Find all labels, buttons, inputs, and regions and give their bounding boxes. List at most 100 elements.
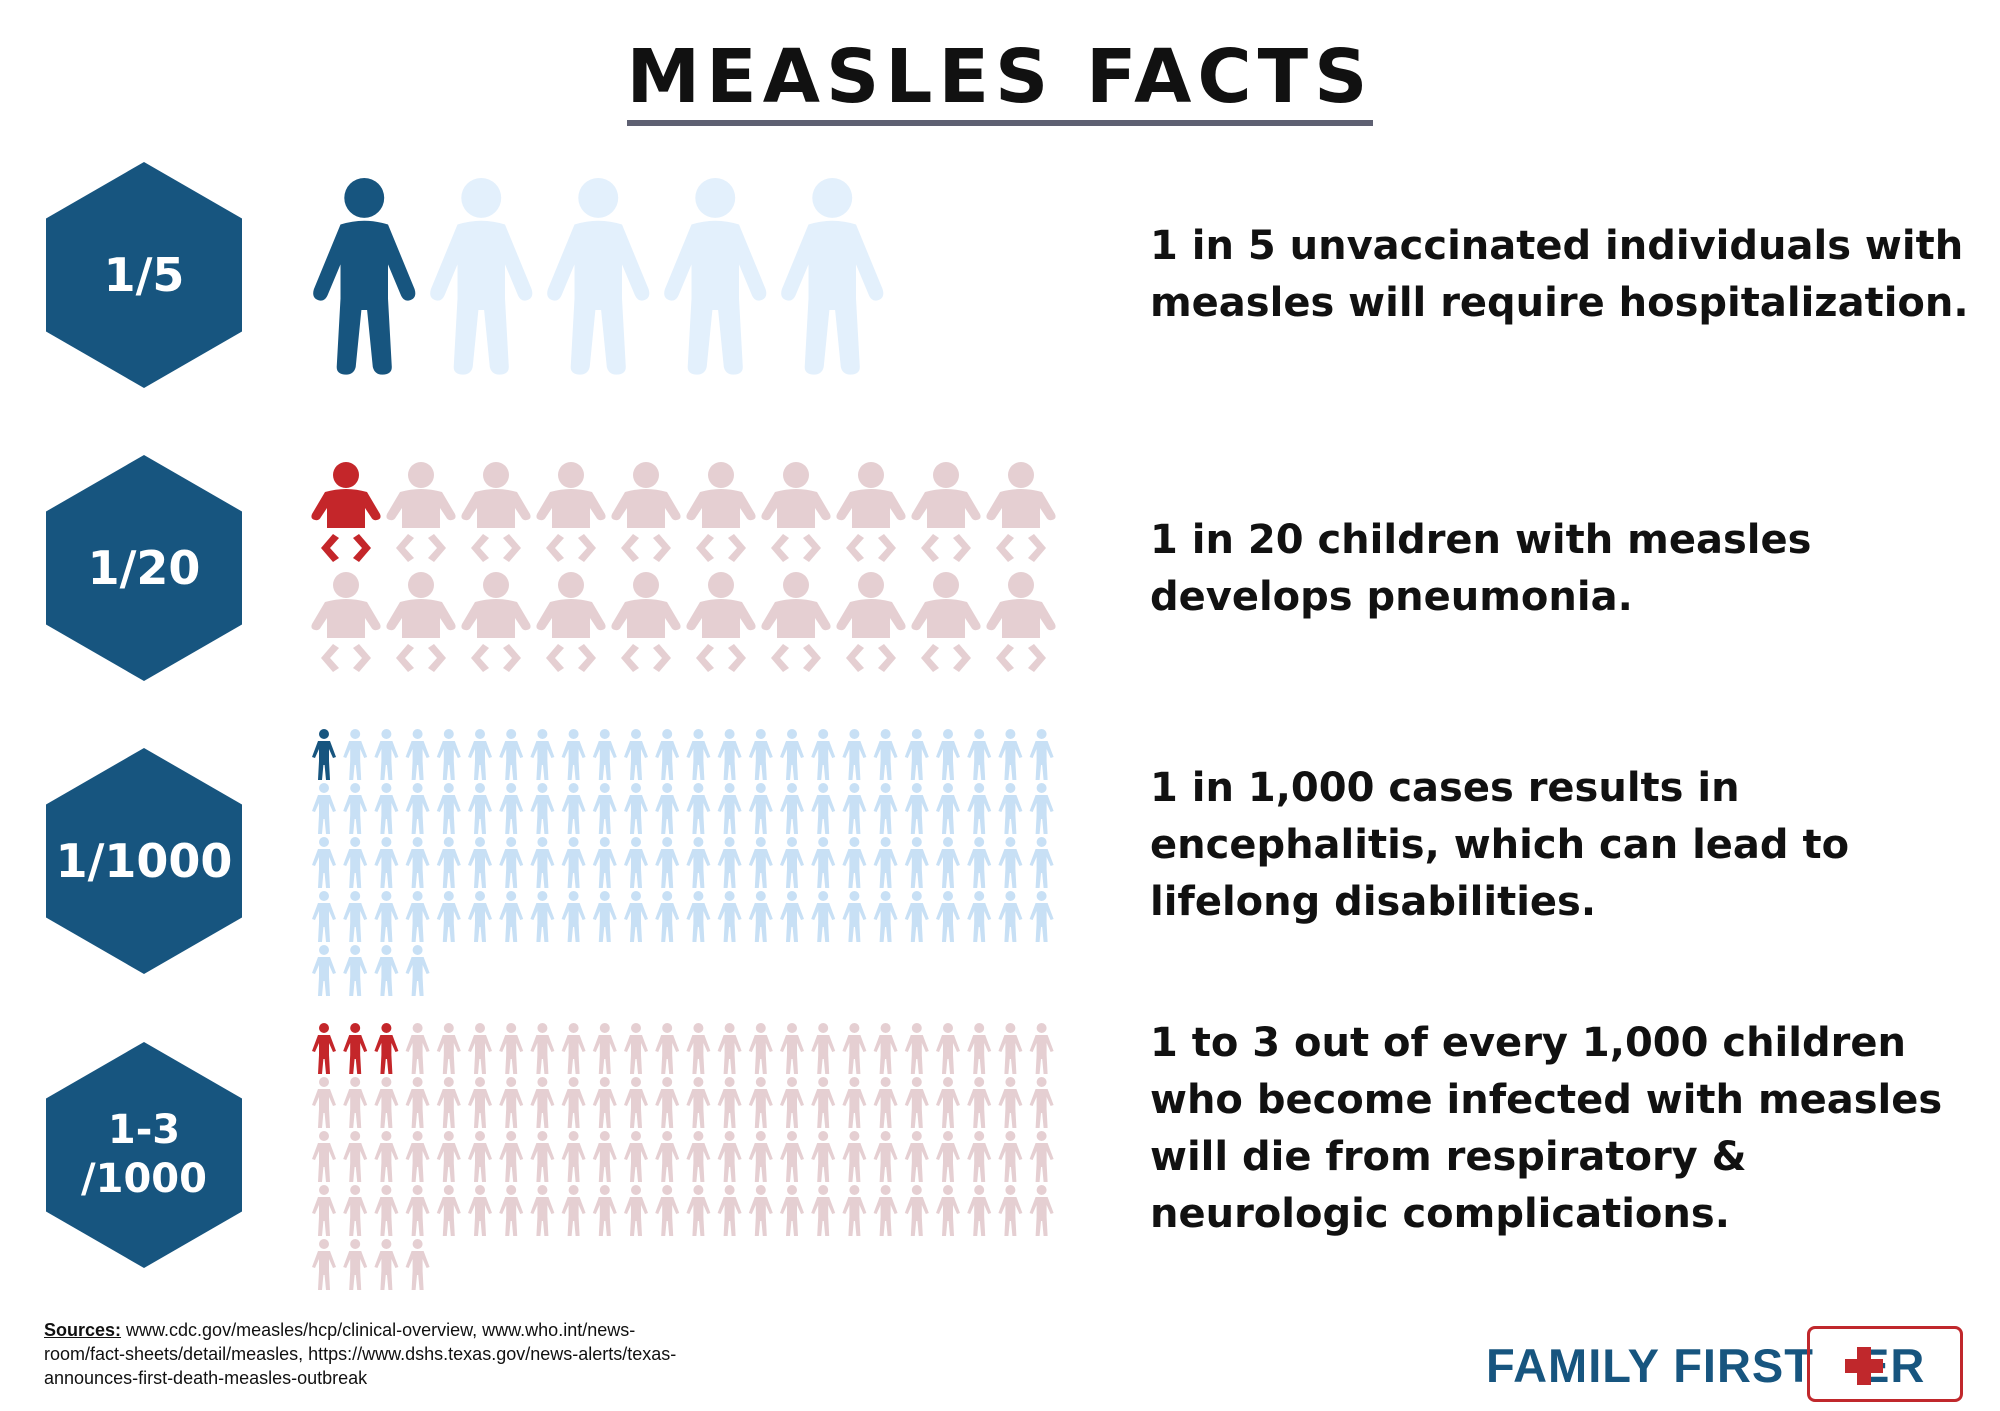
small-person-icon bbox=[624, 783, 648, 834]
fact-text-pneumonia: 1 in 20 children with measles develops p… bbox=[1150, 517, 1812, 620]
small-person-icon bbox=[343, 1077, 368, 1128]
small-person-icon bbox=[1029, 783, 1054, 834]
family-first-er-logo: FAMILY FIRST ER bbox=[1486, 1326, 1964, 1402]
small-person-icon bbox=[936, 837, 960, 888]
small-person-icon bbox=[686, 891, 711, 942]
small-person-icon bbox=[842, 891, 867, 942]
highlighted-small-person-icon bbox=[374, 1023, 399, 1074]
small-person-icon bbox=[405, 1131, 430, 1182]
small-person-icon bbox=[624, 1185, 648, 1236]
small-person-icon bbox=[686, 837, 711, 888]
small-person-icon bbox=[624, 891, 648, 942]
fact-text-encephalitis: 1 in 1,000 cases results in encephalitis… bbox=[1150, 765, 1850, 925]
small-person-icon bbox=[811, 891, 836, 942]
small-person-icon bbox=[811, 783, 836, 834]
highlighted-baby-icon bbox=[311, 462, 381, 562]
small-person-icon bbox=[998, 1131, 1023, 1182]
small-person-icon bbox=[624, 729, 648, 780]
baby-icon bbox=[911, 462, 981, 562]
stat-hexagon-death: 1-3 /1000 bbox=[46, 1042, 242, 1268]
stat-hexagon-hospitalization: 1/5 bbox=[46, 162, 242, 388]
sources-note: Sources: www.cdc.gov/measles/hcp/clinica… bbox=[44, 1318, 704, 1390]
baby-icon bbox=[836, 572, 906, 672]
small-person-icon bbox=[904, 783, 929, 834]
small-person-icon bbox=[468, 783, 492, 834]
small-person-icon bbox=[530, 783, 555, 834]
small-person-icon bbox=[842, 1185, 867, 1236]
small-person-icon bbox=[811, 729, 836, 780]
small-person-icon bbox=[873, 891, 898, 942]
small-person-icon bbox=[998, 1185, 1023, 1236]
baby-icon bbox=[911, 572, 981, 672]
small-person-icon bbox=[530, 1023, 555, 1074]
small-person-icon bbox=[998, 837, 1023, 888]
small-person-icon bbox=[499, 1131, 524, 1182]
small-person-icon bbox=[468, 1185, 492, 1236]
small-person-icon bbox=[592, 729, 617, 780]
small-person-icon bbox=[405, 1239, 430, 1290]
small-person-icon bbox=[936, 1023, 960, 1074]
highlighted-small-person-icon bbox=[312, 1023, 336, 1074]
small-person-icon bbox=[904, 729, 929, 780]
small-person-icon bbox=[686, 1131, 711, 1182]
small-person-icon bbox=[561, 1077, 586, 1128]
small-person-icon bbox=[624, 837, 648, 888]
small-person-icon bbox=[904, 1077, 929, 1128]
small-person-icon bbox=[904, 1185, 929, 1236]
small-person-icon bbox=[686, 783, 711, 834]
small-person-icon bbox=[436, 1023, 461, 1074]
highlighted-small-person-icon bbox=[343, 1023, 368, 1074]
small-person-icon bbox=[312, 1185, 336, 1236]
small-person-icon bbox=[873, 1077, 898, 1128]
small-person-icon bbox=[624, 1077, 648, 1128]
small-person-icon bbox=[530, 1185, 555, 1236]
small-person-icon bbox=[936, 729, 960, 780]
baby-icon bbox=[611, 462, 681, 562]
small-person-icon bbox=[748, 1023, 773, 1074]
small-person-icon bbox=[468, 1023, 492, 1074]
small-person-icon bbox=[624, 1023, 648, 1074]
small-person-icon bbox=[998, 1023, 1023, 1074]
small-person-icon bbox=[780, 1023, 804, 1074]
small-person-icon bbox=[842, 1131, 867, 1182]
small-person-icon bbox=[1029, 1023, 1054, 1074]
small-person-icon bbox=[655, 891, 680, 942]
small-person-icon bbox=[655, 837, 680, 888]
small-person-icon bbox=[374, 729, 399, 780]
small-person-icon bbox=[904, 1023, 929, 1074]
small-person-icon bbox=[405, 1077, 430, 1128]
highlighted-adult-person-icon bbox=[313, 177, 416, 375]
small-person-icon bbox=[936, 783, 960, 834]
small-person-icon bbox=[1029, 1131, 1054, 1182]
small-person-icon bbox=[748, 1131, 773, 1182]
small-person-icon bbox=[967, 1185, 992, 1236]
small-person-icon bbox=[561, 783, 586, 834]
small-person-icon bbox=[717, 1185, 742, 1236]
small-person-icon bbox=[468, 729, 492, 780]
small-person-icon bbox=[343, 1239, 368, 1290]
small-person-icon bbox=[873, 1185, 898, 1236]
small-person-icon bbox=[686, 1185, 711, 1236]
small-person-icon bbox=[561, 729, 586, 780]
baby-icon bbox=[836, 462, 906, 562]
small-person-icon bbox=[967, 837, 992, 888]
small-person-icon bbox=[936, 1077, 960, 1128]
small-person-icon bbox=[436, 783, 461, 834]
sources-list: www.cdc.gov/measles/hcp/clinical-overvie… bbox=[44, 1320, 677, 1388]
small-person-icon bbox=[780, 1077, 804, 1128]
small-person-icon bbox=[343, 729, 368, 780]
stat-hexagon-pneumonia: 1/20 bbox=[46, 455, 242, 681]
baby-icon bbox=[986, 572, 1056, 672]
small-person-icon bbox=[312, 783, 336, 834]
small-person-icon bbox=[1029, 891, 1054, 942]
small-person-icon bbox=[561, 837, 586, 888]
small-person-icon bbox=[686, 1023, 711, 1074]
small-person-icon bbox=[842, 1077, 867, 1128]
small-person-icon bbox=[748, 729, 773, 780]
small-person-icon bbox=[998, 1077, 1023, 1128]
small-person-icon bbox=[842, 783, 867, 834]
stat-value: 1-3 /1000 bbox=[81, 1107, 207, 1202]
baby-icon bbox=[386, 572, 456, 672]
small-person-icon bbox=[717, 783, 742, 834]
sources-label: Sources: bbox=[44, 1320, 122, 1340]
